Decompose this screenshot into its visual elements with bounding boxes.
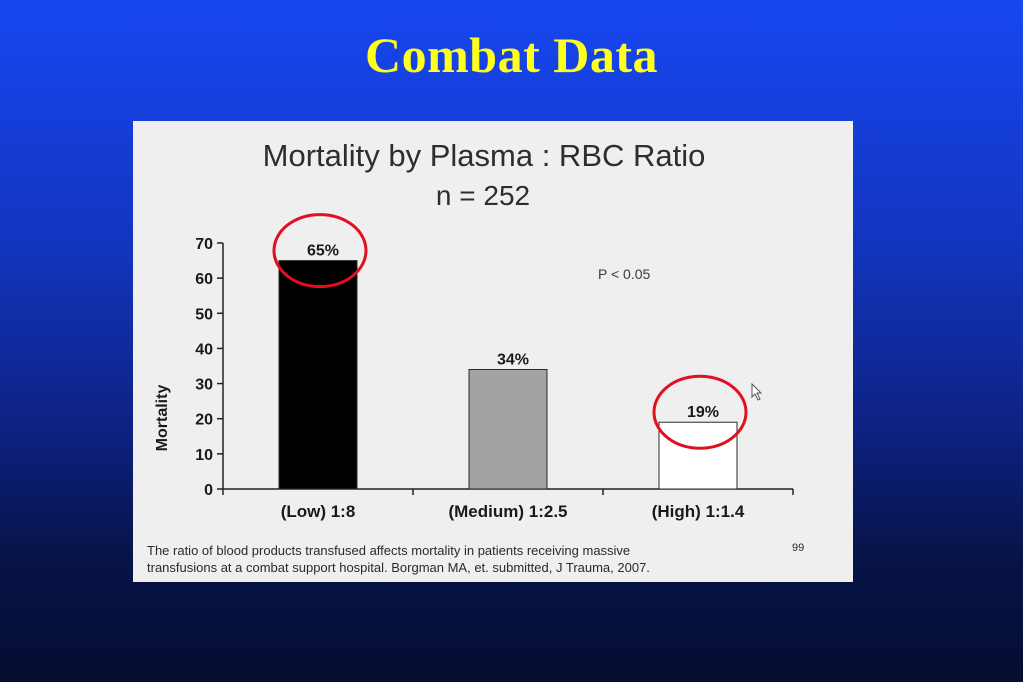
bar xyxy=(658,421,738,490)
chart-caption: The ratio of blood products transfused a… xyxy=(147,542,787,576)
y-tick-label: 70 xyxy=(195,236,213,253)
y-axis-label: Mortality xyxy=(154,385,171,452)
y-axis: 0 10 20 30 40 50 60 70 xyxy=(195,236,224,499)
y-tick-label: 60 xyxy=(195,271,213,288)
caption-line-1: The ratio of blood products transfused a… xyxy=(147,543,631,558)
y-tick-label: 10 xyxy=(195,447,213,464)
chart-subtitle: n = 252 xyxy=(436,180,530,211)
mouse-cursor-icon xyxy=(751,382,763,401)
x-tick-label: (Medium) 1:2.5 xyxy=(448,502,567,521)
bar-data-label: 19% xyxy=(687,404,719,421)
bar-data-label: 65% xyxy=(307,243,339,260)
page-number: 99 xyxy=(792,542,805,554)
chart-title: Mortality by Plasma : RBC Ratio xyxy=(263,138,706,173)
y-tick-label: 20 xyxy=(195,412,213,429)
y-tick-label: 0 xyxy=(204,482,213,499)
y-tick-label: 30 xyxy=(195,377,213,394)
highlight-circle xyxy=(272,213,368,289)
bar-chart: Mortality by Plasma : RBC Ratio n = 252 … xyxy=(154,138,794,521)
highlight-circles xyxy=(272,213,748,450)
x-axis: (Low) 1:8 (Medium) 1:2.5 (High) 1:1.4 xyxy=(222,488,794,521)
x-tick-label: (Low) 1:8 xyxy=(281,502,356,521)
p-value-annotation: P < 0.05 xyxy=(598,266,651,282)
chart-panel: Mortality by Plasma : RBC Ratio n = 252 … xyxy=(133,121,853,582)
bar xyxy=(278,260,358,490)
bar xyxy=(468,369,548,490)
highlight-circle xyxy=(652,374,748,450)
bar-data-label: 34% xyxy=(497,352,529,369)
bars: 65% 34% 19% xyxy=(278,243,738,490)
y-tick-label: 40 xyxy=(195,341,213,358)
slide-title: Combat Data xyxy=(365,27,658,83)
y-tick-label: 50 xyxy=(195,306,213,323)
caption-line-2: transfusions at a combat support hospita… xyxy=(147,560,650,575)
x-tick-label: (High) 1:1.4 xyxy=(652,502,745,521)
